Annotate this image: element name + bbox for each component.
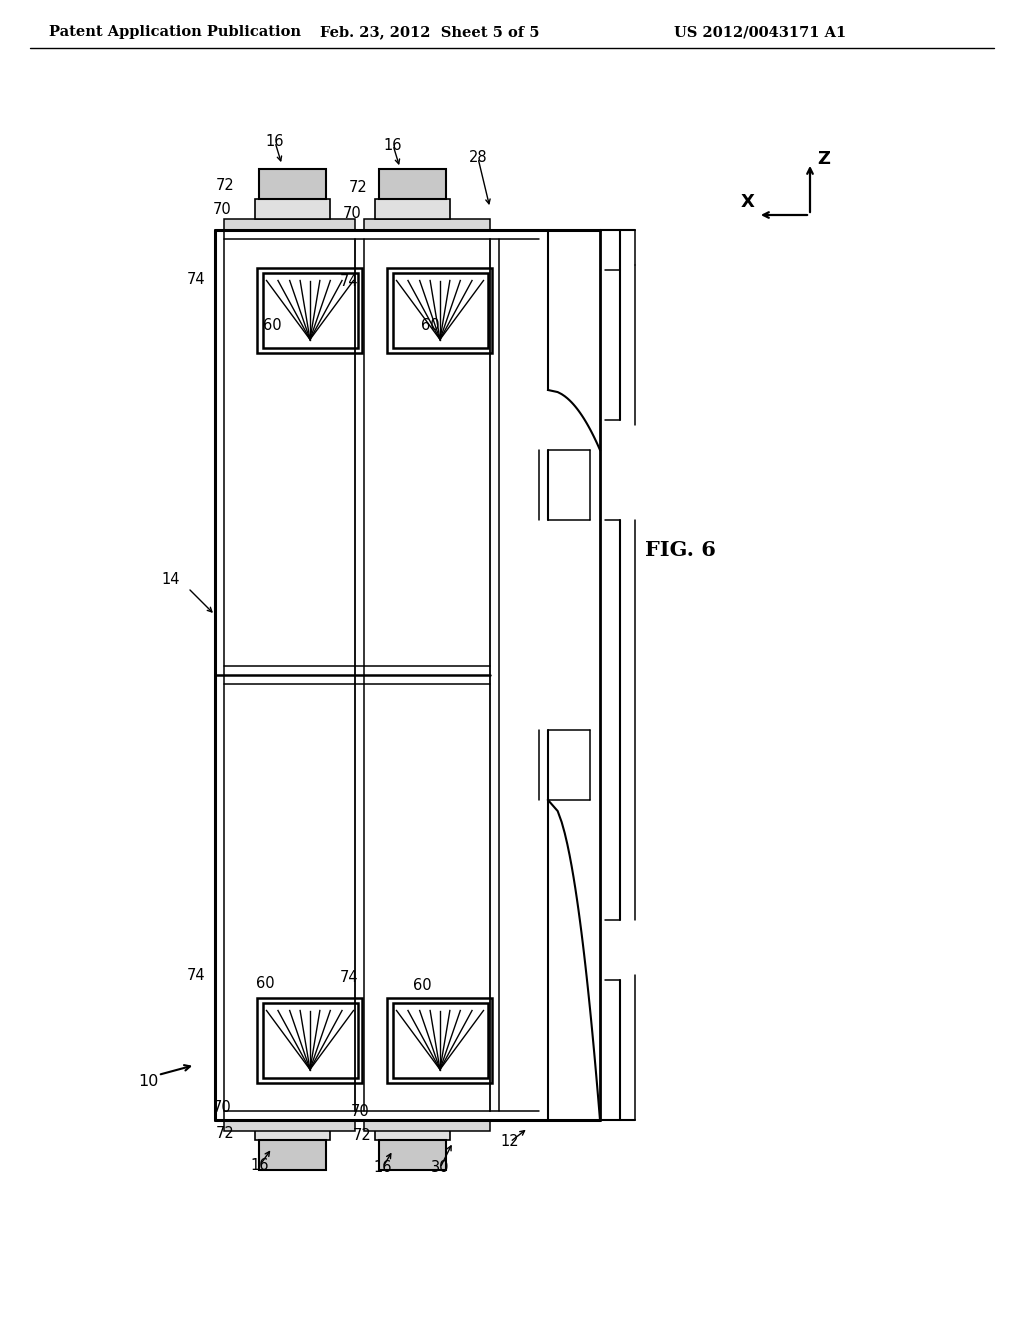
Bar [255,199,330,219]
Text: 16: 16 [384,137,402,153]
Bar [257,268,362,352]
Bar [259,1140,326,1170]
Bar [364,1119,490,1131]
Text: 60: 60 [421,318,439,333]
Text: Patent Application Publication: Patent Application Publication [49,25,301,40]
Text: Feb. 23, 2012  Sheet 5 of 5: Feb. 23, 2012 Sheet 5 of 5 [321,25,540,40]
Bar [224,1119,355,1131]
Text: 14: 14 [162,573,180,587]
Bar [379,1140,446,1170]
Bar [387,268,492,352]
Text: 70: 70 [213,1101,231,1115]
Text: 60: 60 [413,978,431,993]
Text: 74: 74 [186,272,205,288]
Text: 72: 72 [216,178,234,194]
Bar [375,1119,450,1140]
Text: 72: 72 [352,1129,372,1143]
Bar [259,169,326,199]
Text: 60: 60 [256,975,274,990]
Text: 60: 60 [263,318,282,333]
Text: 74: 74 [186,968,205,982]
Text: 28: 28 [469,150,487,165]
Bar [255,1119,330,1140]
Text: 70: 70 [213,202,231,218]
Text: 72: 72 [216,1126,234,1140]
Text: 70: 70 [350,1105,370,1119]
Bar [262,272,357,347]
Text: 74: 74 [339,970,358,986]
Text: 10: 10 [138,1074,158,1089]
Bar [392,1002,487,1077]
Text: 16: 16 [251,1158,269,1172]
Text: Z: Z [817,150,830,168]
Text: US 2012/0043171 A1: US 2012/0043171 A1 [674,25,846,40]
Bar [375,199,450,219]
Text: 70: 70 [343,206,361,222]
Text: FIG. 6: FIG. 6 [644,540,716,560]
Bar [392,272,487,347]
Text: 74: 74 [339,275,358,289]
Text: X: X [741,193,755,211]
Bar [224,219,355,230]
Text: 30: 30 [431,1160,450,1176]
Bar [379,169,446,199]
Text: 72: 72 [348,181,368,195]
Bar [387,998,492,1082]
Bar [364,219,490,230]
Text: 16: 16 [374,1159,392,1175]
Text: 16: 16 [266,135,285,149]
Bar [257,998,362,1082]
Text: 12: 12 [501,1134,519,1150]
Bar [262,1002,357,1077]
